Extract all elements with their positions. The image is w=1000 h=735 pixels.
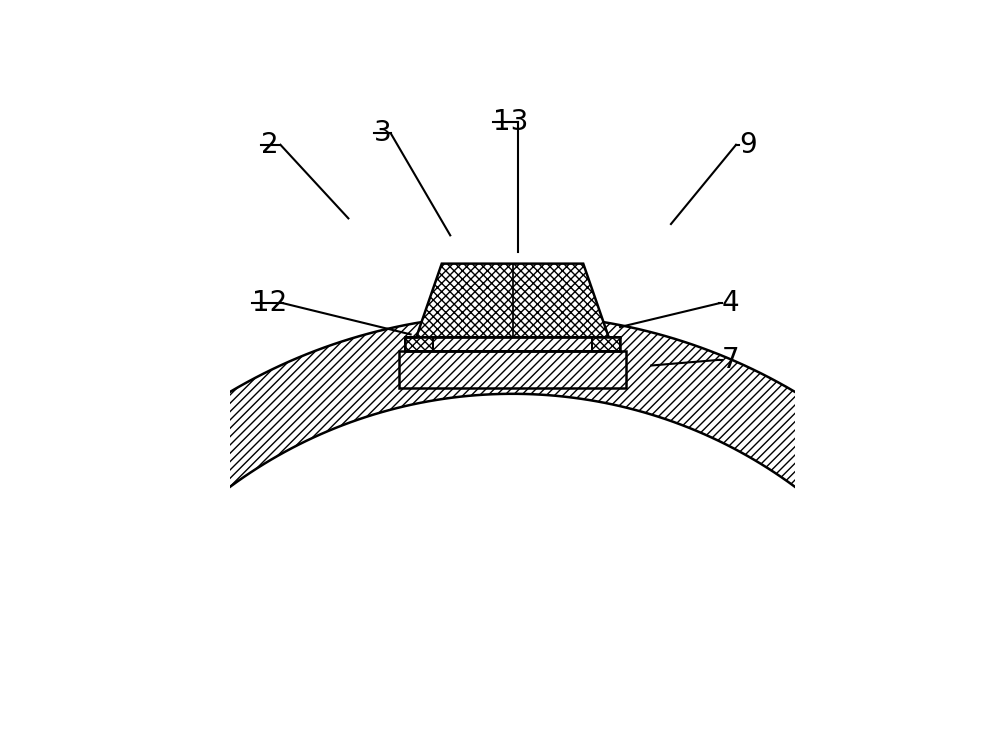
Polygon shape [592,337,620,351]
Text: 2: 2 [261,131,278,159]
Polygon shape [405,337,433,351]
Text: 7: 7 [722,346,740,374]
Text: 4: 4 [722,290,740,318]
Polygon shape [433,337,592,351]
Polygon shape [416,264,609,337]
Text: 9: 9 [739,131,757,159]
Polygon shape [100,315,925,551]
Polygon shape [866,498,972,583]
Text: 12: 12 [252,290,287,318]
Text: 3: 3 [374,120,392,148]
Polygon shape [53,498,159,583]
Text: 13: 13 [493,108,528,136]
Polygon shape [399,351,626,388]
